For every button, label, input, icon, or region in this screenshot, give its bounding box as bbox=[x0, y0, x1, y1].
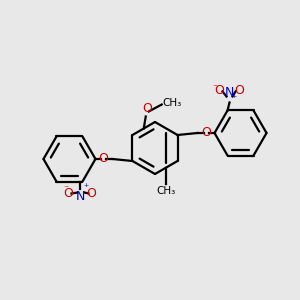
Text: O: O bbox=[86, 187, 96, 200]
Text: ⁻: ⁻ bbox=[212, 83, 217, 94]
Text: O: O bbox=[98, 152, 108, 166]
Text: ⁺: ⁺ bbox=[231, 94, 236, 104]
Text: N: N bbox=[76, 190, 85, 202]
Text: CH₃: CH₃ bbox=[163, 98, 182, 109]
Text: O: O bbox=[64, 187, 74, 200]
Text: CH₃: CH₃ bbox=[157, 187, 176, 196]
Text: O: O bbox=[202, 127, 212, 140]
Text: ⁺: ⁺ bbox=[83, 182, 88, 193]
Text: O: O bbox=[235, 84, 244, 97]
Text: ⁻: ⁻ bbox=[63, 184, 68, 194]
Text: O: O bbox=[142, 101, 152, 115]
Text: N: N bbox=[225, 86, 234, 100]
Text: O: O bbox=[214, 84, 224, 97]
